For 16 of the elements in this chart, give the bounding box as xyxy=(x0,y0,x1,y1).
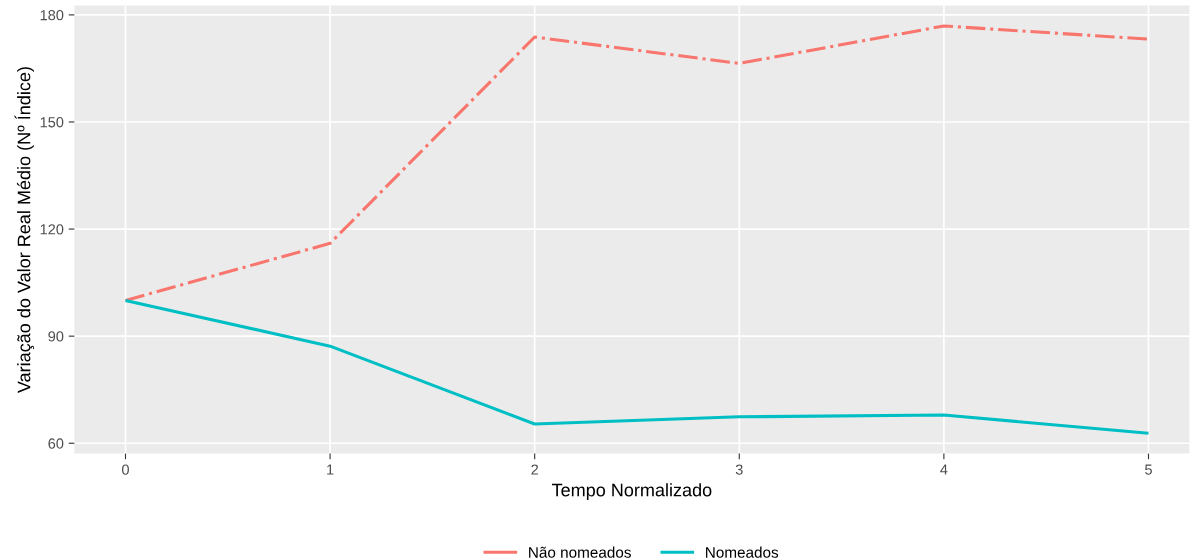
y-tick-label: 60 xyxy=(48,438,64,449)
y-tick-label: 120 xyxy=(40,224,64,235)
legend-label: Nomeados xyxy=(706,546,779,558)
x-tick-label: 3 xyxy=(735,464,743,475)
y-tick-label: 180 xyxy=(40,9,64,21)
x-tick-label: 4 xyxy=(940,464,948,475)
y-axis-title: Variação do Valor Real Médio (Nº Índice) xyxy=(14,67,35,394)
x-tick-label: 2 xyxy=(531,464,539,475)
y-tick-label: 150 xyxy=(40,117,64,128)
line-series xyxy=(123,298,1151,435)
y-tick-label: 90 xyxy=(48,331,64,342)
x-axis-title: Tempo Normalizado xyxy=(552,483,712,500)
x-tick-label: 5 xyxy=(1145,464,1152,475)
legend-label: Não nomeados xyxy=(529,546,631,558)
x-tick-label: 1 xyxy=(327,464,334,475)
x-tick-label: 0 xyxy=(122,464,129,475)
